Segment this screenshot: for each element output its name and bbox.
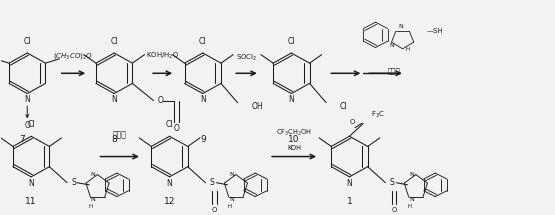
Text: 12: 12	[164, 197, 175, 206]
Text: O: O	[211, 207, 217, 213]
Text: N: N	[28, 179, 34, 188]
Text: SOCl$_2$: SOCl$_2$	[236, 53, 258, 63]
Text: 7: 7	[19, 135, 24, 144]
Text: O: O	[174, 124, 180, 133]
Text: N: N	[90, 197, 95, 202]
Text: N: N	[90, 172, 95, 177]
Text: CF$_3$CH$_2$OH: CF$_3$CH$_2$OH	[276, 128, 312, 138]
Text: H: H	[89, 204, 93, 209]
Text: 1: 1	[346, 197, 352, 206]
Text: 催化剂: 催化剂	[387, 68, 400, 74]
Text: N: N	[112, 95, 117, 104]
Text: 10: 10	[289, 135, 300, 144]
Text: N: N	[409, 197, 414, 202]
Text: Cl: Cl	[23, 37, 31, 46]
Text: N: N	[24, 95, 30, 104]
Text: Cl: Cl	[110, 37, 118, 46]
Text: O: O	[350, 119, 356, 125]
Text: 9: 9	[200, 135, 206, 144]
Text: 8: 8	[112, 135, 117, 144]
Text: N: N	[409, 172, 414, 177]
Text: Cl: Cl	[166, 120, 173, 129]
Text: S: S	[72, 178, 76, 187]
Text: Cl: Cl	[287, 37, 295, 46]
Text: N: N	[398, 24, 403, 29]
Text: N: N	[346, 179, 352, 188]
Text: O: O	[24, 121, 30, 130]
Text: Cl: Cl	[27, 120, 35, 129]
Text: N: N	[289, 95, 294, 104]
Text: —SH: —SH	[427, 28, 443, 34]
Text: N: N	[200, 95, 206, 104]
Text: S: S	[390, 178, 395, 187]
Text: H: H	[406, 47, 410, 52]
Text: N: N	[229, 197, 234, 202]
Text: H: H	[407, 204, 411, 209]
Text: N: N	[390, 43, 395, 48]
Text: $(CH_3CO)_2O$: $(CH_3CO)_2O$	[53, 51, 93, 61]
Text: O: O	[158, 96, 164, 105]
Text: KOH/H$_2$O: KOH/H$_2$O	[146, 51, 179, 61]
Text: 11: 11	[26, 197, 37, 206]
Text: Cl: Cl	[199, 37, 206, 46]
Text: H: H	[227, 204, 231, 209]
Text: N: N	[229, 172, 234, 177]
Text: OH: OH	[251, 102, 263, 111]
Text: KOH: KOH	[287, 145, 301, 151]
Text: F$_3$C: F$_3$C	[371, 110, 385, 120]
Text: Cl: Cl	[340, 102, 347, 111]
Text: 氧化剂: 氧化剂	[113, 131, 127, 140]
Text: O: O	[392, 207, 397, 213]
Text: N: N	[166, 179, 173, 188]
Text: S: S	[210, 178, 214, 187]
